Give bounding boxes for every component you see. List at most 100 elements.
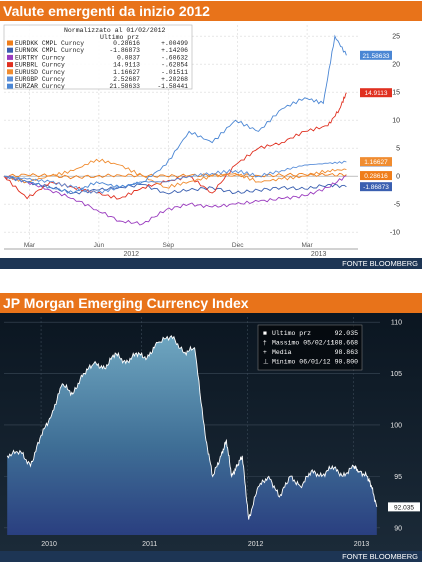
- chart2-legend-value: 108.668: [331, 340, 358, 347]
- chart1-legend-change: -1.58441: [157, 83, 188, 90]
- chart2-last-value-box: [388, 502, 420, 512]
- chart1-x-month-label: Dec: [232, 242, 244, 249]
- chart1-last-value-box: [360, 88, 392, 98]
- chart2-legend-symbol-icon: †: [263, 340, 267, 347]
- chart1-x-month-label: Sep: [162, 242, 174, 249]
- chart1-y-tick-label: -5: [394, 202, 400, 209]
- chart1-x-ticks: Mar Jun Sep Dec Mar 2012 2013: [24, 242, 327, 258]
- chart1-legend-name: EURZAR Curncy: [15, 83, 65, 90]
- chart1-x-month-label: Jun: [94, 242, 105, 249]
- chart1-last-value-text: 21.58633: [362, 53, 389, 60]
- chart1-legend-swatch: [7, 40, 13, 46]
- chart2-legend-label: Media: [272, 349, 292, 356]
- chart1-last-value-text: -1.86873: [363, 184, 389, 191]
- chart1-legend-swatch: [7, 47, 13, 53]
- chart2-legend-box: [257, 324, 363, 371]
- chart1-title: Valute emergenti da inizio 2012: [0, 1, 422, 21]
- chart1-last-value-box: [360, 157, 392, 167]
- chart1-last-value-text: 1.16627: [364, 159, 388, 166]
- chart2-legend-symbol-icon: ■: [263, 330, 267, 337]
- chart2-y-tick-label: 95: [394, 474, 402, 481]
- chart1-legend-name: EURDKK CMPL Curncy: [15, 40, 84, 47]
- chart1-last-value-text: 0.28616: [364, 173, 388, 180]
- chart2-legend-value: 98.863: [335, 349, 359, 356]
- chart1-legend-change: -.62854: [161, 62, 188, 69]
- chart1-legend-swatch: [7, 54, 13, 60]
- chart1-y-tick-label: 15: [392, 90, 400, 97]
- chart2-x-year-label: 2010: [41, 541, 57, 548]
- chart2-x-year-label: 2011: [142, 541, 157, 548]
- chart1-y-tick-label: 20: [392, 62, 400, 69]
- chart1-legend-name: EURGBP Curncy: [15, 76, 65, 83]
- chart1-legend-change: +.14206: [161, 47, 188, 54]
- chart1-legend-swatch: [7, 62, 13, 68]
- chart2-source: FONTE BLOOMBERG: [342, 552, 418, 561]
- chart2-y-tick-label: 110: [391, 320, 402, 327]
- chart2-area: [7, 335, 377, 535]
- chart1-legend-swatch: [7, 69, 13, 75]
- chart2-legend-label: Massimo 05/02/11: [272, 340, 335, 347]
- chart1-legend-header: Normalizzato al 01/02/2012: [64, 27, 166, 34]
- chart1-legend-change: +.00499: [161, 40, 188, 47]
- chart1-legend-name: EURTRY Curncy: [15, 54, 65, 61]
- chart1-y-tick-label: 10: [392, 118, 400, 125]
- chart2-legend-label: Ultimo prz: [272, 330, 311, 337]
- chart1-series-line: [3, 158, 347, 189]
- chart1-legend-change: -.60632: [161, 54, 188, 61]
- chart2-plot: 90 95 100 105 110 2010 2011 2012 2013 92.035 ■ U…: [0, 313, 422, 551]
- chart1-legend: Normalizzato al 01/02/2012 Ultimo prz EU…: [3, 24, 193, 90]
- chart1-y-tick-label: 25: [392, 34, 400, 41]
- chart1-legend-name: EURBRL Curncy: [15, 62, 65, 69]
- chart1-legend-name: EURNOK CMPL Curncy: [15, 47, 84, 54]
- chart1-legend-last: 14.9113: [113, 62, 140, 69]
- chart1-y-ticks: -10 -5 0 5 10 15 20 25: [390, 34, 400, 237]
- chart2-legend-label: Minimo 06/01/12: [272, 359, 331, 366]
- chart1-legend-box: [3, 24, 193, 90]
- chart1-legend-last: 21.58633: [109, 83, 140, 90]
- chart1-source: FONTE BLOOMBERG: [342, 259, 418, 268]
- chart2-y-tick-label: 100: [390, 422, 402, 429]
- chart2-y-tick-label: 90: [394, 525, 402, 532]
- chart2-line: [6, 335, 378, 520]
- chart2-legend-symbol-icon: +: [263, 349, 267, 356]
- chart2-y-ticks: 90 95 100 105 110: [390, 320, 402, 533]
- chart1-legend-subheader: Ultimo prz: [100, 34, 139, 41]
- chart1-source-bar: FONTE BLOOMBERG: [0, 258, 422, 269]
- chart1-x-month-label: Mar: [301, 242, 313, 249]
- chart2-legend-value: 92.035: [335, 330, 359, 337]
- chart1-x-month-label: Mar: [24, 242, 36, 249]
- chart1-y-tick-label: 5: [396, 146, 400, 153]
- chart1-last-value-box: [360, 171, 392, 181]
- chart1-series-line: [3, 160, 347, 194]
- chart2-legend-symbol-icon: ⊥: [263, 359, 269, 366]
- chart2-last-value-label: 92.035: [388, 502, 420, 512]
- chart1-legend-last: 2.52687: [113, 76, 140, 83]
- chart2-legend: ■ Ultimo prz 92.035 † Massimo 05/02/11108.66…: [257, 324, 363, 371]
- chart1-y-tick-label: -10: [390, 230, 400, 237]
- chart1-legend-swatch: [7, 83, 13, 89]
- chart1-last-value-labels: 21.5863314.91132.526870.286161.16627-1.8…: [360, 50, 392, 192]
- chart1-legend-last: 0.28616: [113, 40, 140, 47]
- chart1-series-line: [3, 175, 347, 226]
- chart1-legend-swatch: [7, 76, 13, 82]
- chart1-last-value-text: 14.9113: [364, 90, 387, 97]
- chart2-last-value-text: 92.035: [394, 504, 414, 511]
- chart2-title: JP Morgan Emerging Currency Index: [0, 293, 422, 313]
- chart1-legend-last: -1.86873: [109, 47, 140, 54]
- chart1-x-year-label: 2013: [311, 251, 327, 258]
- chart1-series: [3, 34, 347, 226]
- chart2-legend-value: 90.800: [335, 359, 359, 366]
- chart1-legend-change: -.01511: [161, 69, 188, 76]
- chart1-y-tick-label: 0: [396, 174, 400, 181]
- chart1-legend-last: 1.16627: [113, 69, 140, 76]
- chart1-last-value-box: [360, 182, 392, 192]
- chart2-source-bar: FONTE BLOOMBERG: [0, 551, 422, 562]
- chart1-series-line: [3, 34, 347, 194]
- chart1-legend-change: +.20268: [161, 76, 188, 83]
- chart2-x-year-label: 2012: [248, 541, 264, 548]
- chart2-x-ticks: 2010 2011 2012 2013: [41, 541, 369, 548]
- chart1-legend-last: 0.0837: [117, 54, 140, 61]
- chart1-x-year-label: 2012: [123, 251, 139, 258]
- chart1-last-value-box: [360, 50, 392, 60]
